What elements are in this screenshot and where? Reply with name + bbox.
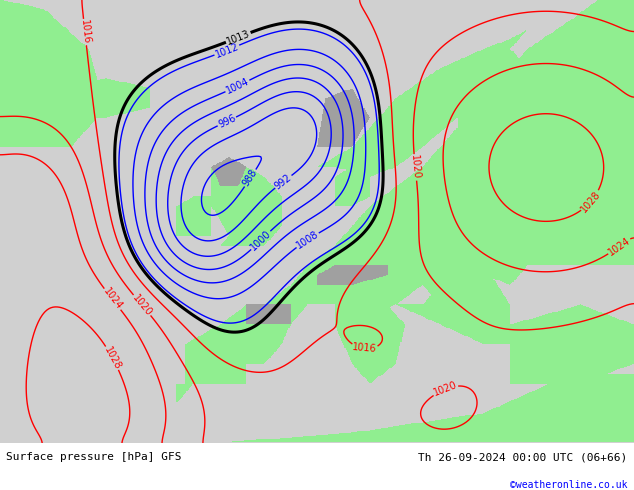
Text: 1024: 1024: [101, 286, 124, 312]
Text: 1004: 1004: [224, 76, 250, 96]
Text: 1020: 1020: [432, 380, 458, 398]
Text: 1000: 1000: [249, 228, 273, 252]
Text: 1008: 1008: [294, 229, 320, 251]
Text: Th 26-09-2024 00:00 UTC (06+66): Th 26-09-2024 00:00 UTC (06+66): [418, 452, 628, 463]
Text: 1016: 1016: [352, 343, 377, 355]
Text: 1012: 1012: [214, 41, 240, 59]
Text: Surface pressure [hPa] GFS: Surface pressure [hPa] GFS: [6, 452, 182, 463]
Text: ©weatheronline.co.uk: ©weatheronline.co.uk: [510, 480, 628, 490]
Text: 1028: 1028: [102, 345, 123, 371]
Text: 996: 996: [216, 113, 237, 130]
Text: 992: 992: [273, 172, 294, 191]
Text: 1028: 1028: [579, 189, 603, 214]
Text: 1020: 1020: [409, 155, 422, 180]
Text: 988: 988: [241, 168, 259, 189]
Text: 1024: 1024: [606, 235, 632, 257]
Text: 1020: 1020: [131, 293, 154, 318]
Text: 1016: 1016: [79, 19, 91, 45]
Text: 1013: 1013: [225, 28, 252, 47]
